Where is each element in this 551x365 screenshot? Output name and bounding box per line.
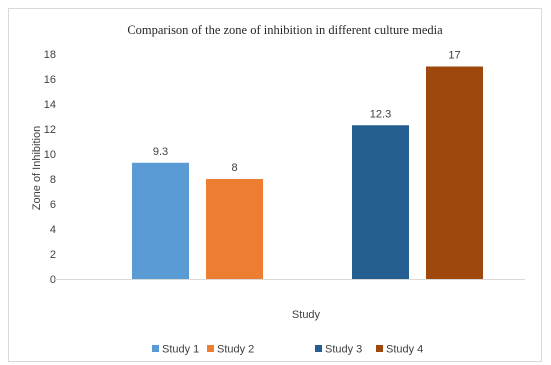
chart-border <box>8 8 542 362</box>
data-label-study-4: 17 <box>448 50 460 62</box>
chart-title: Comparison of the zone of inhibition in … <box>127 23 443 37</box>
y-tick-label: 8 <box>50 174 56 186</box>
y-tick-label: 16 <box>44 74 56 86</box>
legend-swatch <box>207 345 214 352</box>
y-axis: 0 2 4 6 8 10 12 14 16 18 <box>44 49 56 286</box>
y-tick-label: 12 <box>44 124 56 136</box>
legend-swatch <box>152 345 159 352</box>
legend-swatch <box>376 345 383 352</box>
legend-swatch <box>315 345 322 352</box>
bar-study-3 <box>352 125 409 279</box>
legend-entry-label: Study 2 <box>217 344 254 356</box>
data-label-study-1: 9.3 <box>153 146 168 158</box>
bar-study-1 <box>132 162 189 279</box>
bars: 9.3 8 12.3 17 <box>132 50 483 279</box>
data-label-study-2: 8 <box>231 162 237 174</box>
legend-entry-label: Study 1 <box>162 344 199 356</box>
y-tick-label: 18 <box>44 49 56 61</box>
legend: Study 1 Study 2 Study 3 Study 4 <box>152 344 423 356</box>
y-tick-label: 14 <box>44 99 56 111</box>
bar-study-2 <box>206 179 263 279</box>
y-tick-label: 4 <box>50 224 56 236</box>
y-tick-label: 10 <box>44 149 56 161</box>
y-tick-label: 6 <box>50 199 56 211</box>
x-axis-label: Study <box>292 309 321 321</box>
data-label-study-3: 12.3 <box>370 108 391 120</box>
bar-study-4 <box>426 66 483 279</box>
y-tick-label: 2 <box>50 249 56 261</box>
y-axis-label: Zone of Inhibition <box>31 126 43 210</box>
legend-entry-label: Study 4 <box>386 344 423 356</box>
y-tick-label: 0 <box>50 274 56 286</box>
legend-entry-label: Study 3 <box>325 344 362 356</box>
